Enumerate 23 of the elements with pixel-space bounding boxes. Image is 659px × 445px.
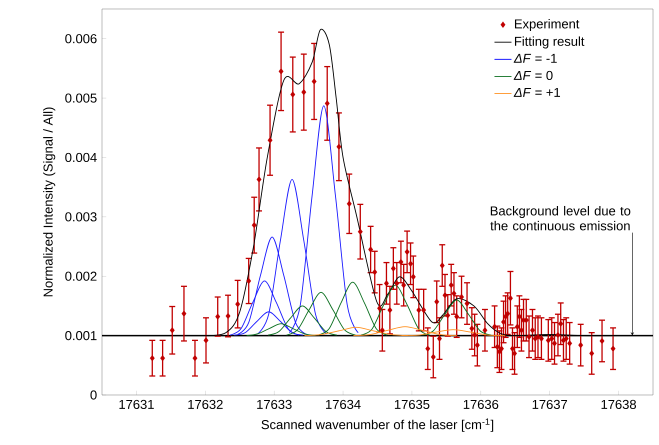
y-axis-title: Normalized Intensity (Signal / All) xyxy=(43,107,56,296)
y-tick-label: 0.004 xyxy=(65,152,97,162)
x-tick-label: 17632 xyxy=(188,400,223,410)
y-tick-label: 0.003 xyxy=(65,212,97,222)
x-axis-title: Scanned wavenumber of the laser [cm$^{-1}$] xyxy=(262,418,494,432)
x-tick-label: 17634 xyxy=(326,400,361,410)
x-tick-label: 17636 xyxy=(464,400,498,410)
x-tick-label: 17631 xyxy=(119,400,154,410)
legend-label: ΔF = -1 xyxy=(514,54,557,63)
x-tick-label: 17633 xyxy=(257,400,292,410)
y-tick-label: 0.005 xyxy=(65,93,97,103)
x-tick-label: 17637 xyxy=(532,400,568,410)
legend-label: ΔF = 0 xyxy=(514,70,553,80)
x-tick-label: 17638 xyxy=(602,400,636,410)
y-tick-label: 0.001 xyxy=(65,331,97,340)
x-tick-label: 17635 xyxy=(394,400,430,410)
annotation: Background level due to the continuous emission xyxy=(490,206,630,230)
y-tick-label: 0.006 xyxy=(65,34,97,44)
legend-label: Experiment xyxy=(514,18,580,32)
y-tick-label: 0.002 xyxy=(65,272,96,281)
legend-label: Fitting result xyxy=(514,36,584,48)
legend-label: ΔF = +1 xyxy=(514,88,560,97)
y-tick-label: 0 xyxy=(90,390,97,400)
